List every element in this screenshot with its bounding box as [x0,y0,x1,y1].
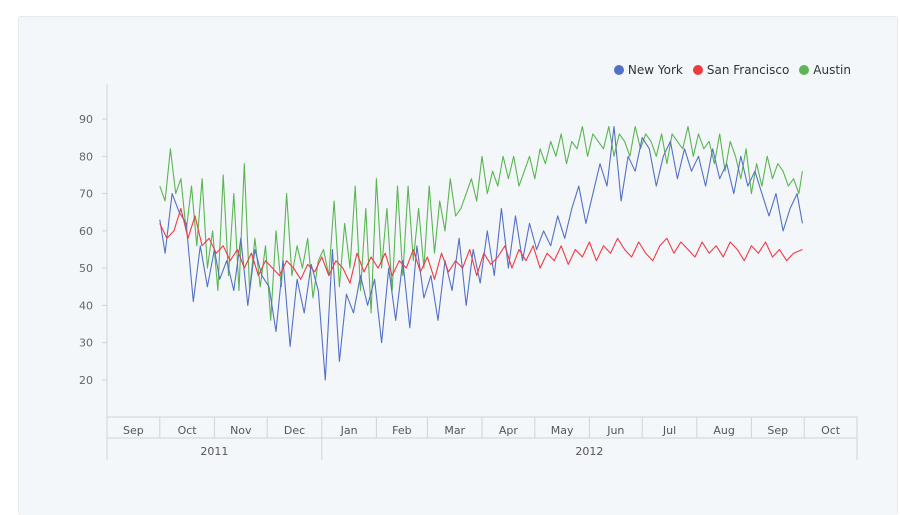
series-line-new-york [159,125,803,381]
chart-legend: New York San Francisco Austin [613,63,851,77]
legend-label-san-francisco: San Francisco [706,63,790,77]
legend-item-new-york[interactable]: New York [613,63,683,77]
x-year-label: 2011 [200,445,228,458]
x-month-label: Jan [340,424,358,437]
legend-label-austin: Austin [813,63,851,77]
y-tick-label: 20 [79,374,93,387]
y-tick-label: 80 [79,150,93,163]
legend-item-austin[interactable]: Austin [799,63,851,77]
x-month-label: Oct [821,424,841,437]
x-month-label: Dec [284,424,305,437]
x-month-label: Mar [444,424,465,437]
x-month-label: Feb [392,424,411,437]
x-month-label: Oct [178,424,198,437]
x-month-label: Jul [662,424,676,437]
x-month-label: Sep [123,424,144,437]
x-month-label: Apr [499,424,519,437]
x-month-label: Nov [230,424,252,437]
x-month-label: Jun [606,424,624,437]
series-line-austin [159,125,803,321]
x-year-label: 2012 [575,445,603,458]
y-tick-label: 40 [79,299,93,312]
y-tick-label: 70 [79,188,93,201]
y-tick-label: 90 [79,113,93,126]
series-line-san-francisco [159,207,803,284]
legend-marker-austin-icon [799,65,810,75]
legend-label-new-york: New York [627,63,683,77]
x-month-label: May [551,424,574,437]
x-month-label: Aug [713,424,734,437]
legend-item-san-francisco[interactable]: San Francisco [692,63,790,77]
x-month-label: Sep [767,424,788,437]
y-tick-label: 60 [79,225,93,238]
legend-marker-new-york-icon [613,65,624,75]
y-tick-label: 30 [79,337,93,350]
legend-marker-san-francisco-icon [692,65,703,75]
y-tick-label: 50 [79,262,93,275]
